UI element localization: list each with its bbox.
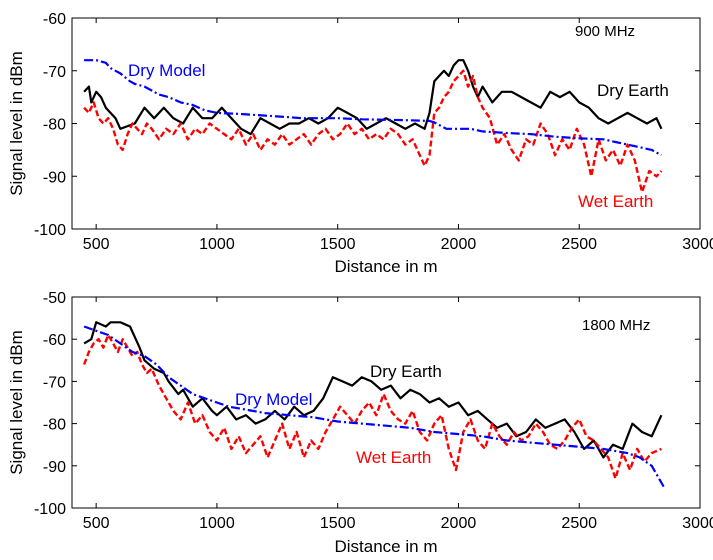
series-group xyxy=(82,321,665,488)
series-line-dry-model xyxy=(84,59,662,157)
y-axis-label: Signal level in dBm xyxy=(7,330,26,475)
plot-area xyxy=(71,296,701,509)
y-tick-label: -100 xyxy=(34,222,66,239)
x-tick-label: 2500 xyxy=(561,236,597,253)
annotation-wet-earth: Wet Earth xyxy=(578,192,653,211)
frequency-label: 900 MHz xyxy=(575,23,635,40)
y-tick-label: -50 xyxy=(43,290,66,307)
annotation-dry-earth: Dry Earth xyxy=(370,362,442,381)
series-group xyxy=(83,59,663,194)
x-tick-label: 500 xyxy=(83,236,110,253)
x-tick-label: 500 xyxy=(83,515,110,532)
series-line-dry-earth xyxy=(83,321,663,459)
x-tick-label: 2500 xyxy=(561,515,597,532)
y-tick-label: -80 xyxy=(43,417,66,434)
y-tick-label: -80 xyxy=(43,117,66,134)
x-tick-label: 2000 xyxy=(441,236,477,253)
annotation-wet-earth: Wet Earth xyxy=(356,448,431,467)
chart-panel-1: 500 1000 1500 2000 2500 3000 -100 -90 -80 -70 -60 D… xyxy=(7,11,713,276)
y-tick-label: -60 xyxy=(43,11,66,28)
plot-area xyxy=(71,17,701,230)
x-tick-label: 1000 xyxy=(199,515,235,532)
y-tick-label: -90 xyxy=(43,459,66,476)
y-tick-label: -60 xyxy=(43,332,66,349)
y-tick-label: -70 xyxy=(43,374,66,391)
x-tick-label: 1000 xyxy=(199,236,235,253)
chart-panel-2: 500 1000 1500 2000 2500 3000 -100 -90 -80 -70 -60 -… xyxy=(7,290,713,556)
x-tick-label: 1500 xyxy=(320,515,356,532)
annotation-dry-model: Dry Model xyxy=(235,390,312,409)
x-axis-label: Distance in m xyxy=(335,537,438,556)
x-tick-label: 1500 xyxy=(320,236,356,253)
y-tick-label: -90 xyxy=(43,169,66,186)
y-tick-label: -70 xyxy=(43,64,66,81)
series-line-wet-earth xyxy=(83,69,663,194)
y-axis-label: Signal level in dBm xyxy=(7,51,26,196)
x-tick-label: 2000 xyxy=(441,515,477,532)
x-axis-label: Distance in m xyxy=(335,257,438,276)
x-tick-label: 3000 xyxy=(682,236,713,253)
frequency-label: 1800 MHz xyxy=(582,317,650,334)
annotation-dry-earth: Dry Earth xyxy=(597,81,669,100)
x-tick-label: 3000 xyxy=(682,515,713,532)
series-line-dry-model xyxy=(83,325,665,488)
annotation-dry-model: Dry Model xyxy=(128,61,205,80)
y-tick-label: -100 xyxy=(34,501,66,518)
